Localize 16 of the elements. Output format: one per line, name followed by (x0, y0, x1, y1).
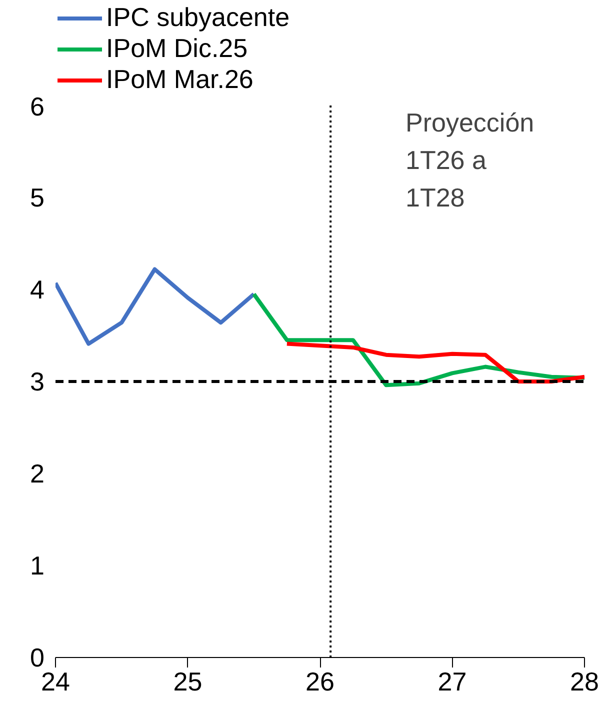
y-tick-label: 3 (30, 366, 45, 396)
x-tick-label: 27 (438, 666, 467, 696)
line-series (284, 342, 584, 384)
y-tick-label: 4 (30, 274, 45, 304)
y-tick-label: 6 (30, 92, 45, 122)
annotation: Proyección 1T26 a 1T28 (406, 108, 534, 212)
legend-label: IPoM Mar.26 (106, 64, 254, 95)
x-tick-label: 26 (306, 666, 334, 696)
x-tick-label: 28 (570, 666, 599, 696)
legend-label: IPC subyacente (106, 2, 290, 33)
line-series (56, 267, 256, 346)
legend-label: IPoM Dic.25 (106, 33, 248, 64)
x-tick-label: 25 (173, 666, 202, 696)
y-tick-label: 5 (30, 182, 45, 212)
y-tick-label: 1 (30, 550, 45, 580)
y-tick-label: 2 (30, 458, 45, 488)
